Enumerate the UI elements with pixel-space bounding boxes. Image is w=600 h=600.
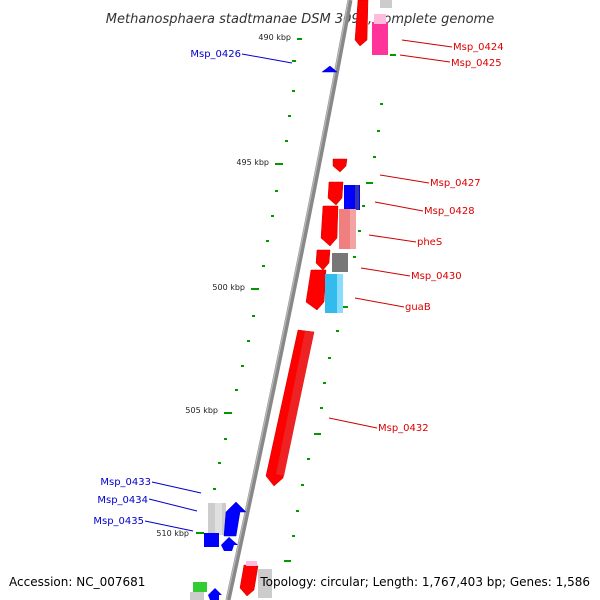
label-msp-0434[interactable]: Msp_0434 — [97, 495, 148, 506]
label-msp-0430[interactable]: Msp_0430 — [411, 271, 462, 282]
gene-msp-0430-domain — [332, 253, 348, 272]
inner-ruler-dots — [284, 54, 396, 562]
tick-label-505: 505 kbp — [185, 406, 218, 415]
label-msp-0426[interactable]: Msp_0426 — [190, 49, 241, 60]
gene-phes[interactable] — [320, 205, 339, 247]
gene-guab[interactable] — [305, 269, 327, 311]
gene-msp-0435-arrow — [221, 537, 238, 551]
gene-msp-0425[interactable] — [372, 22, 388, 55]
label-msp-0428[interactable]: Msp_0428 — [424, 206, 475, 217]
genome-backbone-highlight — [225, 0, 350, 600]
tick-label-510: 510 kbp — [156, 529, 189, 538]
label-msp-0433[interactable]: Msp_0433 — [100, 477, 151, 488]
gene-bottom-grey-domain — [258, 569, 272, 598]
gene-bottom-green[interactable] — [193, 582, 207, 592]
gene-guab-domain-shade — [337, 274, 343, 313]
gene-msp-0428[interactable] — [327, 181, 344, 206]
label-msp-0435[interactable]: Msp_0435 — [93, 516, 144, 527]
accession-text: Accession: NC_007681 — [9, 575, 145, 589]
genome-backbone — [225, 0, 353, 600]
label-guab[interactable]: guaB — [405, 302, 431, 313]
gene-msp-0425-annotation — [374, 14, 386, 24]
tick-label-490: 490 kbp — [258, 33, 291, 42]
gene-msp-0432-shade — [276, 331, 314, 476]
outer-ruler-dots — [196, 38, 302, 534]
gene-bottom-grey — [190, 592, 204, 600]
label-msp-0427[interactable]: Msp_0427 — [430, 178, 481, 189]
topology-text: Topology: circular; Length: 1,767,403 bp… — [259, 575, 590, 589]
gene-bottom-red[interactable] — [239, 564, 259, 597]
gene-bottom-red-annotation — [246, 561, 257, 566]
gene-msp-0428-domain-shade — [355, 185, 359, 210]
map-title: Methanosphaera stadtmanae DSM 3091, comp… — [106, 12, 494, 27]
gene-msp-0424[interactable] — [354, 0, 369, 47]
gene-msp-0433-domain-shade — [215, 503, 222, 535]
label-leaders — [144, 39, 453, 532]
label-msp-0425[interactable]: Msp_0425 — [451, 58, 502, 69]
gene-msp-0426[interactable] — [321, 65, 338, 73]
label-msp-0432[interactable]: Msp_0432 — [378, 423, 429, 434]
gene-msp-0430[interactable] — [315, 249, 331, 271]
gene-msp-0427[interactable] — [332, 158, 348, 173]
tick-label-495: 495 kbp — [236, 158, 269, 167]
gene-msp-0424-annotation — [380, 0, 392, 8]
label-msp-0424[interactable]: Msp_0424 — [453, 42, 504, 53]
gene-msp-0435[interactable] — [204, 533, 219, 547]
gene-msp-0434[interactable] — [223, 501, 247, 537]
gene-bottom-blue[interactable] — [208, 588, 222, 600]
label-phes[interactable]: pheS — [417, 237, 442, 248]
gene-phes-domain-shade — [350, 209, 356, 249]
tick-label-500: 500 kbp — [212, 283, 245, 292]
